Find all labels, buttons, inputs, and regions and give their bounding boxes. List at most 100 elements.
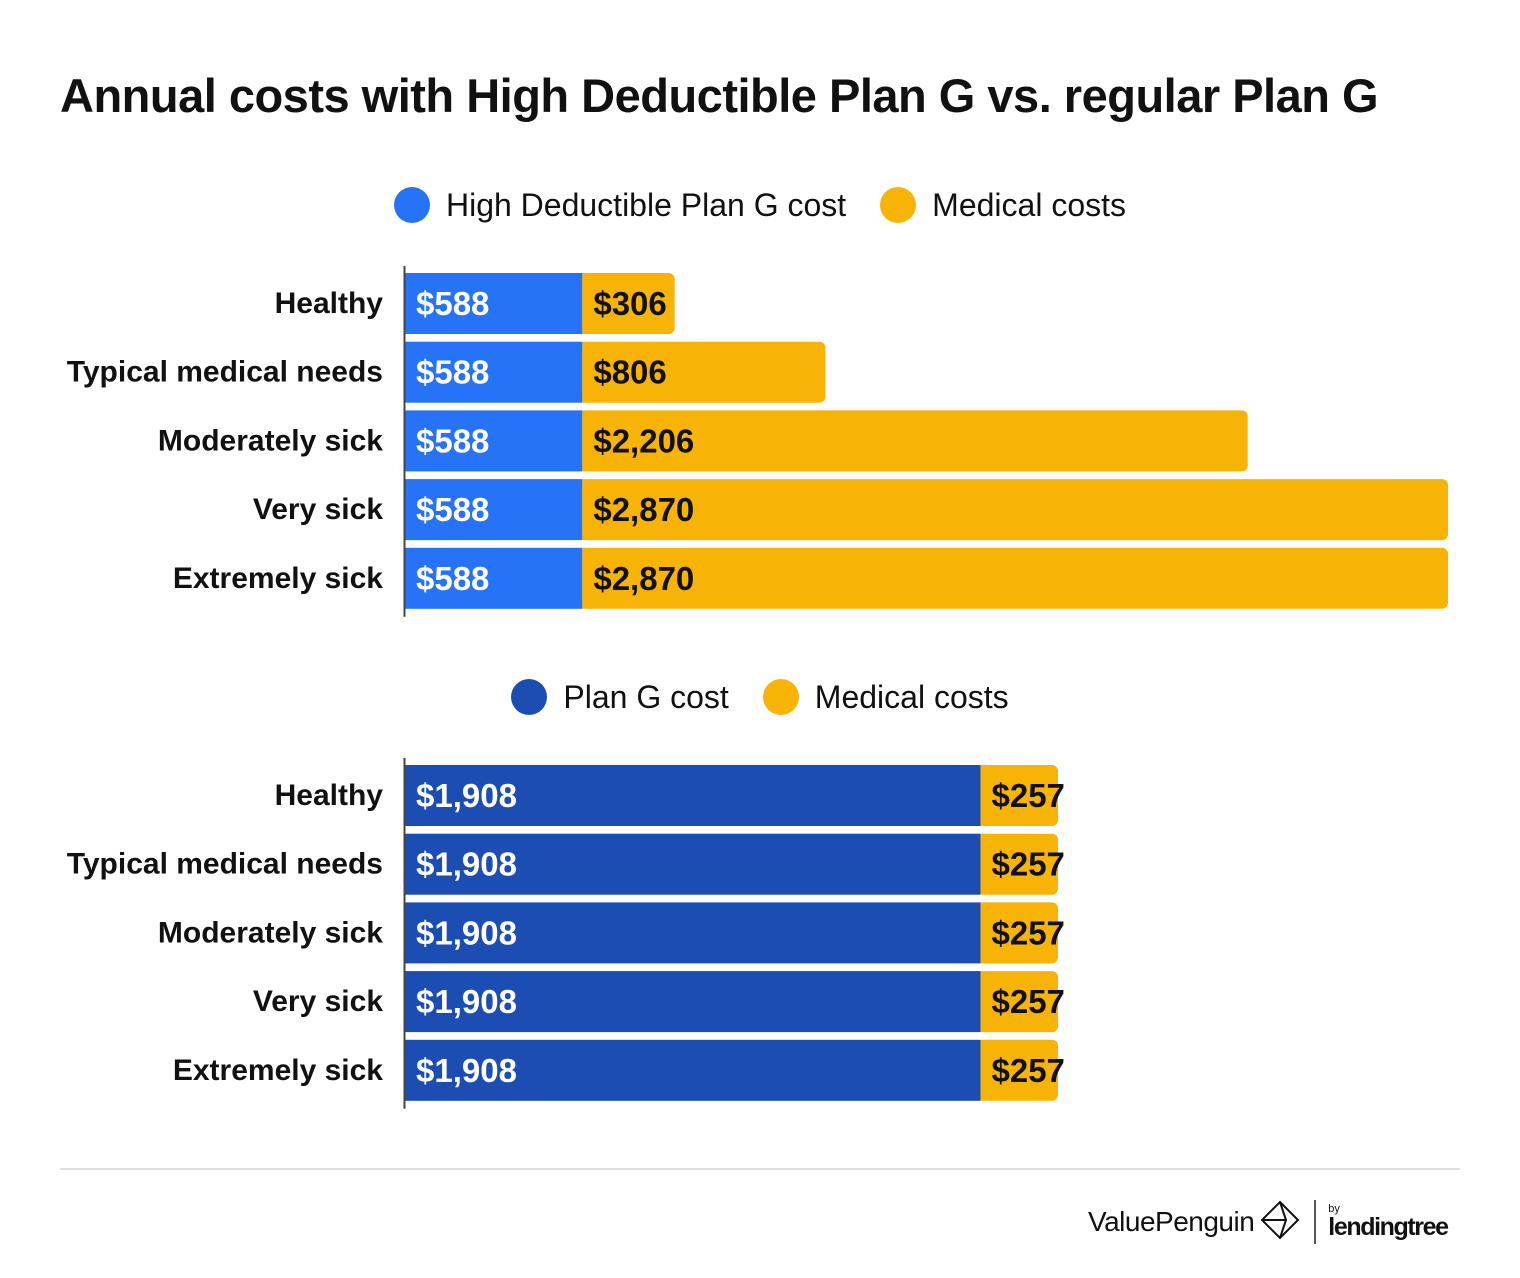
bar-fill-1-1 — [582, 341, 589, 403]
lendingtree-logo: by lendingtree — [1328, 1202, 1449, 1242]
bar-segment-1-1 — [980, 833, 1059, 895]
bar-1-4 — [582, 547, 1448, 609]
bar-fill-1-3 — [980, 971, 987, 1033]
bar-0-3 — [405, 971, 981, 1033]
category-label-3: Very sick — [253, 985, 383, 1018]
bar-1-0 — [582, 273, 675, 334]
category-label-3: Very sick — [253, 493, 383, 526]
category-label-2: Moderately sick — [158, 916, 383, 949]
bar-1-0 — [980, 765, 1059, 826]
bar-fill-1-1 — [980, 833, 987, 895]
bar-segment-1-4 — [980, 1039, 1059, 1101]
legend-label-medical-bottom: Medical costs — [814, 678, 1009, 715]
data-label-1-2: $2,206 — [593, 422, 694, 459]
bar-1-1 — [980, 833, 1059, 895]
data-label-1-3: $257 — [991, 983, 1064, 1020]
category-label-0: Healthy — [275, 287, 384, 320]
data-label-1-4: $2,870 — [593, 560, 694, 597]
lendingtree-logo-text: lendingtree — [1328, 1212, 1449, 1241]
bar-0-1 — [405, 833, 981, 895]
data-label-1-3: $2,870 — [593, 491, 694, 528]
legend-item-hd-plan: High Deductible Plan G cost — [393, 186, 847, 224]
bar-segment-0-0 — [405, 273, 583, 334]
bar-segment-0-1 — [405, 341, 583, 403]
chart-high-deductible: Healthy $588 $306 Typical medical needs $588… — [0, 262, 1520, 622]
bar-1-2 — [582, 410, 1248, 472]
footer-divider — [60, 1168, 1460, 1170]
bar-0-4 — [405, 547, 583, 609]
data-label-0-0: $588 — [416, 285, 489, 322]
data-label-0-4: $1,908 — [416, 1052, 517, 1089]
bar-segment-0-3 — [405, 479, 583, 541]
data-label-0-3: $588 — [416, 491, 489, 528]
data-label-0-0: $1,908 — [416, 777, 517, 814]
bar-0-3 — [405, 479, 583, 541]
category-label-0: Healthy — [275, 779, 384, 812]
bar-segment-1-3 — [582, 479, 1448, 541]
legend-item-medical-bottom: Medical costs — [762, 678, 1009, 716]
lendingtree-by-label: by — [1328, 1202, 1340, 1215]
data-label-0-4: $588 — [416, 560, 489, 597]
bar-1-2 — [980, 902, 1059, 964]
legend-top: High Deductible Plan G cost Medical cost… — [0, 183, 1520, 227]
bar-segment-1-2 — [980, 902, 1059, 964]
data-label-1-1: $806 — [593, 354, 666, 391]
bar-0-4 — [405, 1039, 981, 1101]
bar-segment-1-4 — [582, 547, 1448, 609]
bar-segment-0-4 — [405, 1039, 981, 1101]
footer-branding: ValuePenguin by lendingtree — [1088, 1196, 1449, 1248]
bar-segment-0-1 — [405, 833, 981, 895]
bar-0-2 — [405, 902, 981, 964]
bar-0-2 — [405, 410, 583, 472]
data-label-1-0: $306 — [593, 285, 666, 322]
bar-segment-0-3 — [405, 971, 981, 1033]
bar-fill-1-2 — [980, 902, 987, 964]
legend-label-plan-g: Plan G cost — [563, 678, 729, 715]
bar-0-0 — [405, 273, 583, 334]
category-label-2: Moderately sick — [158, 424, 383, 457]
legend-label-hd-plan: High Deductible Plan G cost — [445, 186, 847, 223]
category-label-1: Typical medical needs — [67, 848, 383, 881]
bar-fill-1-2 — [582, 410, 589, 472]
bar-fill-1-0 — [980, 765, 987, 826]
bar-1-3 — [582, 479, 1448, 541]
data-label-1-0: $257 — [991, 777, 1064, 814]
chart-plan-g: Healthy $1,908 $257 Typical medical needs $1… — [0, 754, 1520, 1114]
bar-segment-1-0 — [980, 765, 1059, 826]
chart-high-deductible-svg: Healthy $588 $306 Typical medical needs $588… — [67, 266, 1448, 617]
bar-segment-1-2 — [582, 410, 1248, 472]
legend-swatch-medical-bottom — [762, 679, 799, 715]
data-label-1-1: $257 — [991, 846, 1064, 883]
bar-0-1 — [405, 341, 583, 403]
legend-item-medical-top: Medical costs — [880, 187, 1126, 224]
valuepenguin-diamond-icon — [1260, 1200, 1300, 1245]
bar-1-4 — [980, 1039, 1059, 1101]
data-label-0-1: $588 — [416, 354, 489, 391]
bar-segment-1-0 — [582, 273, 675, 334]
data-label-0-2: $588 — [416, 422, 489, 459]
bar-fill-1-0 — [582, 273, 589, 334]
bar-segment-0-4 — [405, 547, 583, 609]
footer-brand-separator — [1314, 1200, 1317, 1244]
category-label-4: Extremely sick — [173, 1054, 383, 1087]
valuepenguin-logo-text: ValuePenguin — [1088, 1206, 1255, 1237]
legend-item-plan-g: Plan G cost — [511, 678, 729, 716]
chart-title: Annual costs with High Deductible Plan G… — [60, 69, 1379, 122]
legend-swatch-medical-top — [880, 187, 917, 223]
legend-bottom: Plan G cost Medical costs — [0, 675, 1520, 719]
category-label-4: Extremely sick — [173, 562, 383, 595]
data-label-1-4: $257 — [991, 1052, 1064, 1089]
bar-segment-1-1 — [582, 341, 826, 403]
data-label-0-3: $1,908 — [416, 983, 517, 1020]
bar-segment-0-2 — [405, 902, 981, 964]
chart-plan-g-svg: Healthy $1,908 $257 Typical medical needs $1… — [67, 758, 1065, 1109]
data-label-0-1: $1,908 — [416, 846, 517, 883]
data-label-1-2: $257 — [991, 914, 1064, 951]
bar-fill-1-4 — [582, 547, 589, 609]
bar-1-1 — [582, 341, 826, 403]
category-label-1: Typical medical needs — [67, 356, 383, 389]
legend-swatch-plan-g — [511, 679, 548, 715]
legend-label-medical-top: Medical costs — [932, 186, 1127, 223]
bar-fill-1-4 — [980, 1039, 987, 1101]
bar-segment-1-3 — [980, 971, 1059, 1033]
